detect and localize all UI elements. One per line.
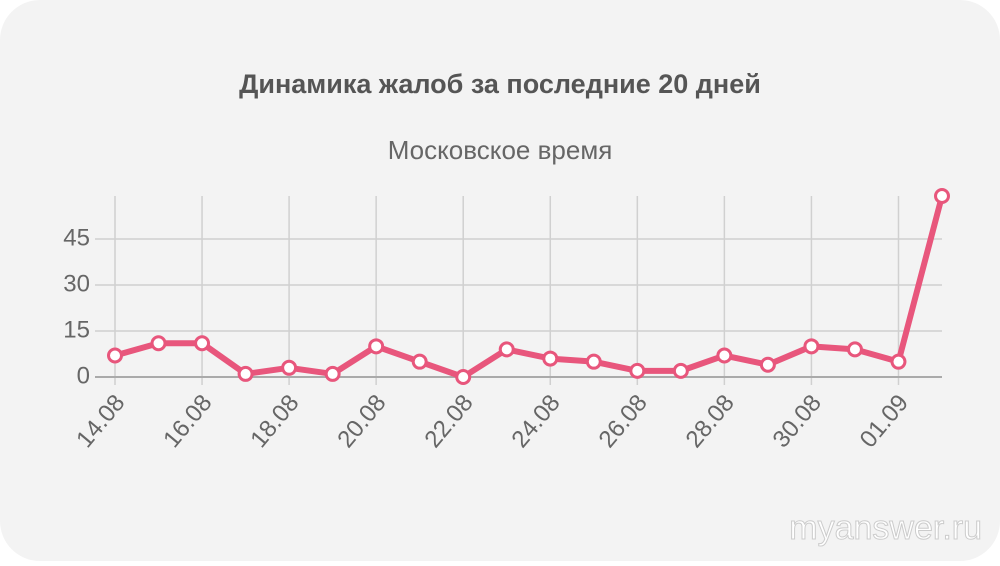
data-point bbox=[934, 188, 950, 204]
data-point bbox=[194, 335, 211, 352]
data-point bbox=[324, 365, 341, 382]
data-point bbox=[455, 369, 472, 385]
data-point bbox=[629, 362, 646, 379]
data-point bbox=[890, 353, 907, 370]
watermark: myanswer.ru bbox=[789, 509, 982, 547]
y-tick-label: 0 bbox=[77, 362, 90, 389]
data-point bbox=[759, 356, 776, 373]
data-point bbox=[237, 365, 254, 382]
data-point bbox=[716, 347, 733, 364]
y-tick-label: 45 bbox=[63, 224, 90, 251]
chart-title: Динамика жалоб за последние 20 дней bbox=[239, 69, 761, 99]
data-point bbox=[542, 350, 559, 367]
data-point bbox=[281, 359, 298, 376]
chart-subtitle: Московское время bbox=[388, 135, 613, 165]
data-point bbox=[498, 341, 515, 358]
data-point bbox=[585, 353, 602, 370]
data-point bbox=[368, 338, 385, 355]
data-point bbox=[803, 338, 820, 355]
data-point bbox=[411, 353, 428, 370]
data-point bbox=[846, 341, 863, 358]
data-point bbox=[107, 347, 123, 364]
data-point bbox=[672, 362, 689, 379]
y-tick-label: 15 bbox=[63, 316, 90, 343]
data-point bbox=[150, 335, 167, 352]
y-tick-label: 30 bbox=[63, 270, 90, 297]
